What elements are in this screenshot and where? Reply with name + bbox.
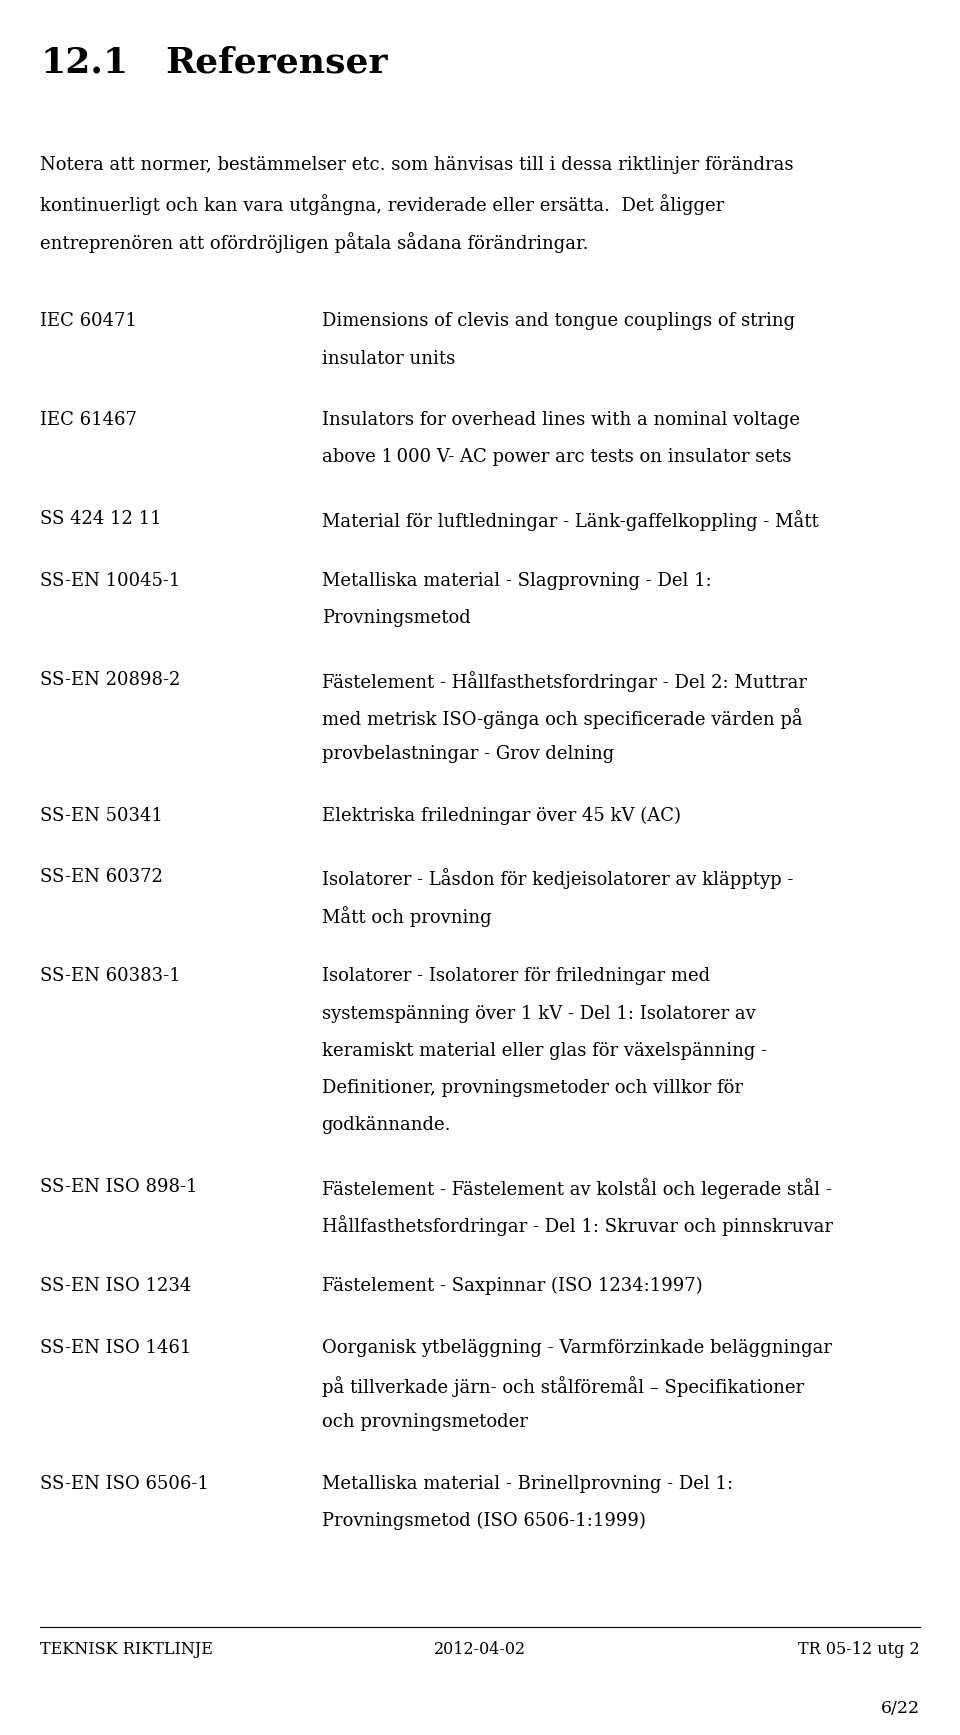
Text: Provningsmetod: Provningsmetod [322,609,470,626]
Text: SS-EN ISO 1461: SS-EN ISO 1461 [40,1339,192,1357]
Text: IEC 60471: IEC 60471 [40,312,137,330]
Text: Fästelement - Fästelement av kolstål och legerade stål -: Fästelement - Fästelement av kolstål och… [322,1178,831,1199]
Text: Material för luftledningar - Länk-gaffelkoppling - Mått: Material för luftledningar - Länk-gaffel… [322,510,818,531]
Text: Elektriska friledningar över 45 kV (AC): Elektriska friledningar över 45 kV (AC) [322,807,681,826]
Text: SS-EN 50341: SS-EN 50341 [40,807,163,824]
Text: SS 424 12 11: SS 424 12 11 [40,510,162,527]
Text: Oorganisk ytbeläggning - Varmförzinkade beläggningar: Oorganisk ytbeläggning - Varmförzinkade … [322,1339,831,1357]
Text: på tillverkade järn- och stålföremål – Specifikationer: på tillverkade järn- och stålföremål – S… [322,1376,804,1397]
Text: SS-EN ISO 1234: SS-EN ISO 1234 [40,1277,192,1294]
Text: Metalliska material - Slagprovning - Del 1:: Metalliska material - Slagprovning - Del… [322,573,711,590]
Text: 2012-04-02: 2012-04-02 [434,1641,526,1659]
Text: Fästelement - Saxpinnar (ISO 1234:1997): Fästelement - Saxpinnar (ISO 1234:1997) [322,1277,702,1296]
Text: entreprenören att ofördröjligen påtala sådana förändringar.: entreprenören att ofördröjligen påtala s… [40,232,588,253]
Text: Provningsmetod (ISO 6506-1:1999): Provningsmetod (ISO 6506-1:1999) [322,1513,645,1530]
Text: och provningsmetoder: och provningsmetoder [322,1414,527,1431]
Text: Insulators for overhead lines with a nominal voltage: Insulators for overhead lines with a nom… [322,411,800,429]
Text: kontinuerligt och kan vara utgångna, reviderade eller ersätta.  Det åligger: kontinuerligt och kan vara utgångna, rev… [40,194,725,215]
Text: above 1 000 V- AC power arc tests on insulator sets: above 1 000 V- AC power arc tests on ins… [322,449,791,467]
Text: Hållfasthetsfordringar - Del 1: Skruvar och pinnskruvar: Hållfasthetsfordringar - Del 1: Skruvar … [322,1216,832,1237]
Text: Isolatorer - Isolatorer för friledningar med: Isolatorer - Isolatorer för friledningar… [322,968,709,985]
Text: SS-EN 10045-1: SS-EN 10045-1 [40,573,180,590]
Text: Notera att normer, bestämmelser etc. som hänvisas till i dessa riktlinjer föränd: Notera att normer, bestämmelser etc. som… [40,156,794,174]
Text: SS-EN 60383-1: SS-EN 60383-1 [40,968,180,985]
Text: SS-EN ISO 6506-1: SS-EN ISO 6506-1 [40,1475,209,1492]
Text: Definitioner, provningsmetoder och villkor för: Definitioner, provningsmetoder och villk… [322,1079,743,1097]
Text: godkännande.: godkännande. [322,1117,451,1135]
Text: IEC 61467: IEC 61467 [40,411,137,429]
Text: SS-EN ISO 898-1: SS-EN ISO 898-1 [40,1178,198,1195]
Text: Metalliska material - Brinellprovning - Del 1:: Metalliska material - Brinellprovning - … [322,1475,732,1492]
Text: Fästelement - Hållfasthetsfordringar - Del 2: Muttrar: Fästelement - Hållfasthetsfordringar - D… [322,671,806,692]
Text: Isolatorer - Låsdon för kedjeisolatorer av kläpptyp -: Isolatorer - Låsdon för kedjeisolatorer … [322,869,793,890]
Text: SS-EN 20898-2: SS-EN 20898-2 [40,671,180,689]
Text: Referenser: Referenser [165,45,388,80]
Text: TR 05-12 utg 2: TR 05-12 utg 2 [798,1641,920,1659]
Text: 6/22: 6/22 [880,1700,920,1718]
Text: systemspänning över 1 kV - Del 1: Isolatorer av: systemspänning över 1 kV - Del 1: Isolat… [322,1005,756,1022]
Text: Mått och provning: Mått och provning [322,906,492,926]
Text: TEKNISK RIKTLINJE: TEKNISK RIKTLINJE [40,1641,213,1659]
Text: provbelastningar - Grov delning: provbelastningar - Grov delning [322,746,613,763]
Text: SS-EN 60372: SS-EN 60372 [40,869,163,887]
Text: keramiskt material eller glas för växelspänning -: keramiskt material eller glas för växels… [322,1041,767,1060]
Text: Dimensions of clevis and tongue couplings of string: Dimensions of clevis and tongue coupling… [322,312,795,330]
Text: 12.1: 12.1 [40,45,129,80]
Text: med metrisk ISO-gänga och specificerade värden på: med metrisk ISO-gänga och specificerade … [322,708,803,729]
Text: insulator units: insulator units [322,350,455,368]
